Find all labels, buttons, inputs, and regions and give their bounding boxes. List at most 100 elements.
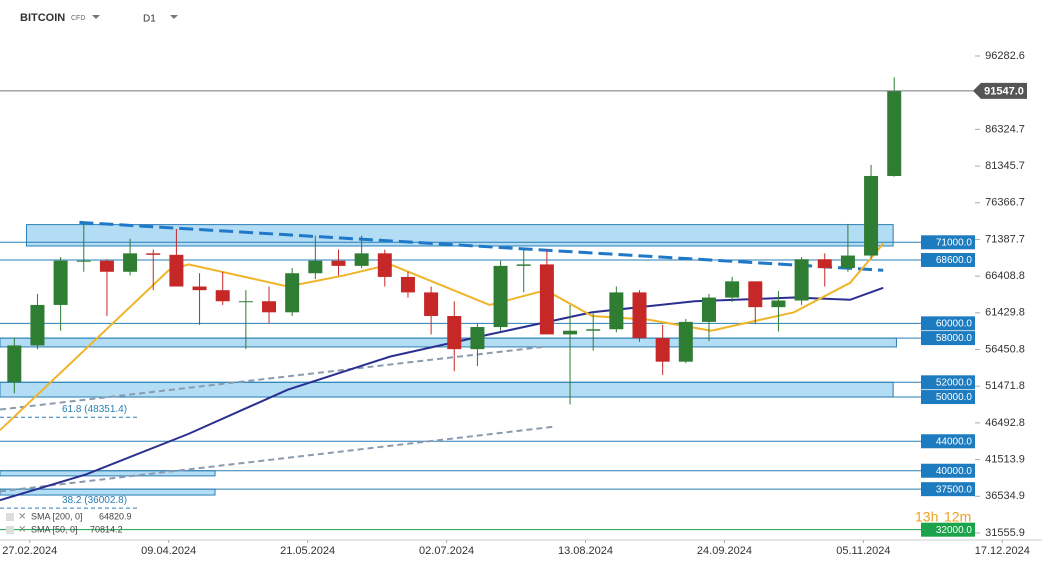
candle-body <box>840 255 855 269</box>
candle-body <box>447 315 462 350</box>
level-label: 50000.0 <box>936 392 973 403</box>
level-tag <box>921 522 975 537</box>
trendline <box>0 345 543 411</box>
x-tick-label: 13.08.2024 <box>558 545 613 557</box>
y-tick-label: 61429.8 <box>985 307 1025 319</box>
fib-label: 61.8 (48351.4) <box>62 404 127 415</box>
candle-body <box>238 301 253 303</box>
legend-name: SMA [200, 0] <box>31 511 83 521</box>
candle-body <box>215 290 230 302</box>
symbol-dropdown[interactable] <box>92 15 100 19</box>
level-label: 60000.0 <box>936 318 973 329</box>
candle-body <box>493 265 508 328</box>
candle-body <box>470 327 485 350</box>
timer-hours: 13h <box>915 509 938 525</box>
x-tick-label: 02.07.2024 <box>419 545 474 557</box>
candle-body <box>655 338 670 362</box>
level-tag <box>921 316 975 331</box>
legend-icon <box>6 513 14 521</box>
candle-body <box>377 253 392 277</box>
candle-body <box>424 292 439 316</box>
plot-area: 61.8 (48351.4) 38.2 (36002.8) <box>0 77 975 531</box>
candle-body <box>146 253 161 255</box>
level-label: 58000.0 <box>936 333 973 344</box>
candle-body <box>30 304 45 346</box>
x-tick-label: 24.09.2024 <box>697 545 752 557</box>
level-label: 40000.0 <box>936 466 973 477</box>
last-price-tag <box>973 82 1027 99</box>
candle-body <box>308 260 323 274</box>
candle-body <box>817 259 832 269</box>
y-tick-label: 66408.8 <box>985 270 1025 282</box>
candle-body <box>99 260 114 272</box>
legend-icon <box>6 526 14 534</box>
candle-body <box>192 286 207 291</box>
candle-body <box>864 175 879 256</box>
last-price-label: 91547.0 <box>984 85 1024 97</box>
candle-body <box>563 330 578 335</box>
y-tick-label: 86324.7 <box>985 123 1025 135</box>
candle-body <box>354 253 369 266</box>
level-label: 32000.0 <box>936 525 973 536</box>
zone <box>0 470 216 477</box>
level-label: 68600.0 <box>936 255 973 266</box>
timeframe[interactable]: D1 <box>143 14 156 25</box>
x-tick-label: 17.12.2024 <box>975 545 1030 557</box>
timeframe-dropdown[interactable] <box>170 15 178 19</box>
candle-body <box>632 292 647 339</box>
candle-body <box>771 300 786 308</box>
level-tag <box>921 235 975 250</box>
candle-body <box>725 281 740 298</box>
level-tag <box>921 463 975 478</box>
fib-label: 38.2 (36002.8) <box>62 495 127 506</box>
candle-body <box>609 292 624 330</box>
candle-body <box>123 253 138 272</box>
y-tick-label: 56450.8 <box>985 343 1025 355</box>
indicator-line <box>0 286 884 502</box>
level-tag <box>921 434 975 449</box>
candle-body <box>400 276 415 293</box>
y-tick-label: 81345.7 <box>985 160 1025 172</box>
y-tick-label: 41513.9 <box>985 453 1025 465</box>
instrument: CFD <box>71 15 85 22</box>
candle-body <box>539 264 554 335</box>
candle-body <box>516 264 531 266</box>
legend-close: ✕ <box>18 525 26 536</box>
level-tag <box>921 331 975 346</box>
level-label: 37500.0 <box>936 484 973 495</box>
candle-body <box>678 321 693 362</box>
level-label: 52000.0 <box>936 377 973 388</box>
y-tick-label: 76366.7 <box>985 197 1025 209</box>
level-label: 71000.0 <box>936 237 973 248</box>
candle-body <box>794 259 809 301</box>
candle-body <box>169 254 184 287</box>
x-tick-label: 27.02.2024 <box>2 545 57 557</box>
candle-body <box>748 281 763 308</box>
timer-minutes: 12m <box>944 509 971 525</box>
x-tick-label: 09.04.2024 <box>141 545 196 557</box>
y-tick-label: 96282.6 <box>985 50 1025 62</box>
y-tick-label: 51471.8 <box>985 380 1025 392</box>
candle-body <box>285 273 300 313</box>
candle-body <box>701 297 716 322</box>
level-tag <box>921 482 975 497</box>
trendline <box>0 425 553 493</box>
legend-value: 64820.9 <box>99 511 132 521</box>
candle-body <box>262 301 277 313</box>
candle-body <box>887 90 902 176</box>
candle-body <box>331 260 346 266</box>
level-tag <box>921 390 975 405</box>
candle-body <box>7 345 22 383</box>
candle-body <box>586 329 601 331</box>
candle-body <box>53 260 68 305</box>
y-tick-label: 71387.7 <box>985 233 1025 245</box>
y-tick-label: 36534.9 <box>985 490 1025 502</box>
candle-body <box>76 260 91 262</box>
level-label: 44000.0 <box>936 436 973 447</box>
x-tick-label: 21.05.2024 <box>280 545 335 557</box>
legend-name: SMA [50, 0] <box>31 524 78 534</box>
symbol[interactable]: BITCOIN <box>20 12 65 24</box>
legend-close: ✕ <box>18 512 26 523</box>
level-tag <box>921 375 975 390</box>
